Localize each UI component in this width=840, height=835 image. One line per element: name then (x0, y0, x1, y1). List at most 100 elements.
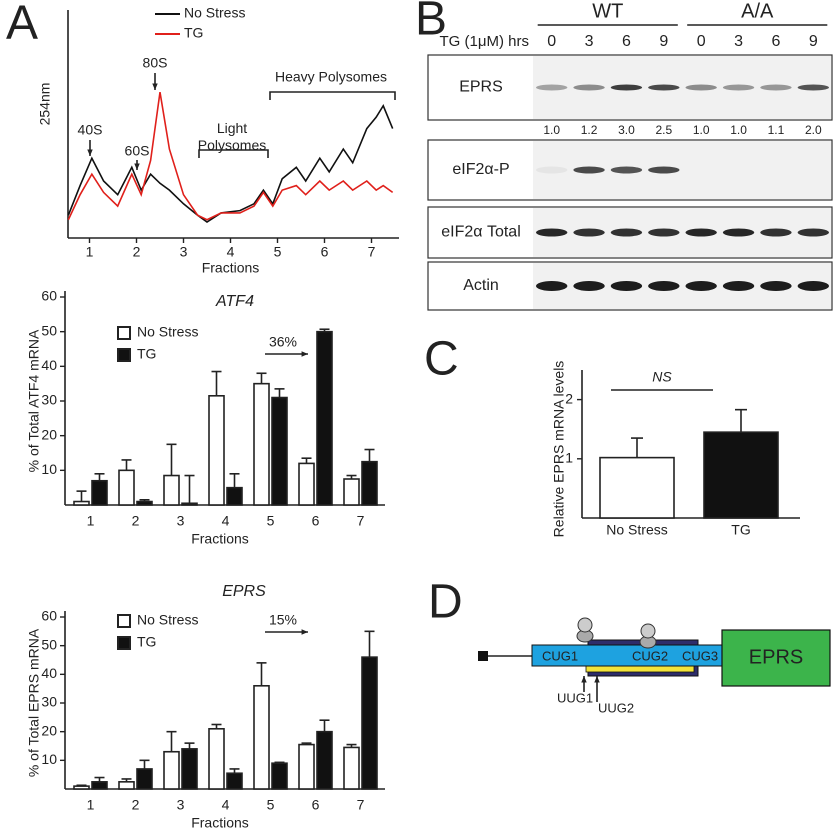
band (722, 84, 755, 91)
panel-label: D (428, 576, 463, 629)
annotation: 80S (143, 55, 168, 71)
x-axis-label: Fractions (191, 815, 249, 831)
quantification: 1.1 (768, 123, 785, 137)
lane-label: 0 (697, 33, 706, 50)
arrow-head (87, 149, 93, 156)
band (722, 228, 755, 237)
x-tick-label: 2 (132, 797, 140, 813)
band (535, 228, 568, 237)
x-tick-label: 5 (267, 797, 275, 813)
bar (361, 460, 378, 506)
bar (73, 785, 90, 790)
bracket (198, 149, 269, 158)
x-tick-label: TG (731, 522, 750, 538)
x-tick-label: 5 (267, 513, 275, 529)
trace-line (67, 91, 394, 221)
annotation: 40S (78, 122, 103, 138)
x-tick-label: 6 (321, 244, 329, 260)
bar (73, 500, 90, 506)
panel-label: B (415, 0, 447, 46)
bar (343, 746, 360, 790)
bar (208, 727, 225, 790)
arrow-head (301, 351, 308, 357)
bar (271, 396, 288, 506)
bar (91, 781, 108, 790)
band (535, 281, 568, 291)
band (722, 281, 755, 291)
x-tick-label: 6 (312, 797, 320, 813)
annotation: 36% (269, 334, 297, 350)
y-axis-label: Relative EPRS mRNA levels (551, 361, 567, 538)
annotation: NS (652, 369, 672, 385)
gene-label: EPRS (749, 646, 803, 668)
x-axis-label: Fractions (202, 260, 260, 276)
y-tick-label: 60 (41, 608, 57, 624)
x-tick-label: 3 (180, 244, 188, 260)
bar (163, 474, 180, 506)
y-axis-label: % of Total ATF4 mRNA (26, 329, 42, 472)
treatment-label: TG (1μM) hrs (440, 33, 529, 50)
lane-label: 6 (622, 33, 631, 50)
y-tick-label: 20 (41, 426, 57, 442)
band (685, 281, 717, 291)
bar (316, 330, 333, 506)
start-codon-label: UUG2 (598, 700, 634, 715)
x-axis-label: Fractions (191, 531, 249, 547)
bar (253, 382, 270, 506)
legend-label: TG (137, 634, 156, 650)
panel-label: C (424, 333, 459, 386)
y-tick-label: 10 (41, 461, 57, 477)
bar (271, 762, 288, 790)
y-tick-label: 2 (565, 390, 573, 406)
arrow-head (152, 83, 158, 90)
y-axis-label: 254nm (37, 83, 53, 126)
annotation: 60S (125, 143, 150, 159)
y-tick-label: 40 (41, 357, 57, 373)
y-tick-label: 40 (41, 665, 57, 681)
legend-swatch (117, 636, 131, 650)
y-tick-label: 50 (41, 636, 57, 652)
orf-label: CUG2 (632, 648, 668, 663)
bar (599, 456, 675, 519)
band (610, 228, 643, 237)
x-tick-label: 7 (357, 797, 365, 813)
legend-label: TG (184, 25, 203, 41)
bar (226, 486, 243, 506)
band (535, 84, 568, 91)
x-tick-label: 3 (177, 513, 185, 529)
chart-title: ATF4 (215, 293, 254, 310)
bar (91, 479, 108, 506)
bar (343, 478, 360, 506)
quantification: 1.0 (730, 123, 747, 137)
y-tick-label: 50 (41, 322, 57, 338)
start-codon-label: UUG1 (557, 690, 593, 705)
row-label: Actin (463, 277, 499, 294)
lane-label: 9 (809, 33, 818, 50)
y-tick-label: 10 (41, 751, 57, 767)
x-tick-label: 7 (368, 244, 376, 260)
x-tick-label: 6 (312, 513, 320, 529)
ribosome (577, 617, 593, 633)
cap (478, 651, 488, 661)
bar (163, 750, 180, 790)
x-tick-label: 7 (357, 513, 365, 529)
bar (118, 469, 135, 506)
x-tick-label: 1 (86, 244, 94, 260)
ribosome (640, 623, 656, 639)
annotation: Light Polysomes (197, 120, 267, 153)
bar (316, 730, 333, 790)
trace-line (67, 104, 394, 224)
band (760, 281, 792, 291)
x-tick-label: 3 (177, 797, 185, 813)
y-tick-label: 60 (41, 288, 57, 304)
band (760, 84, 792, 91)
quantification: 2.0 (805, 123, 822, 137)
legend-swatch (117, 348, 131, 362)
bar (181, 748, 198, 790)
bar (136, 768, 153, 790)
bar (136, 500, 153, 506)
group-label: WT (592, 0, 623, 22)
arrow-head (594, 676, 600, 683)
